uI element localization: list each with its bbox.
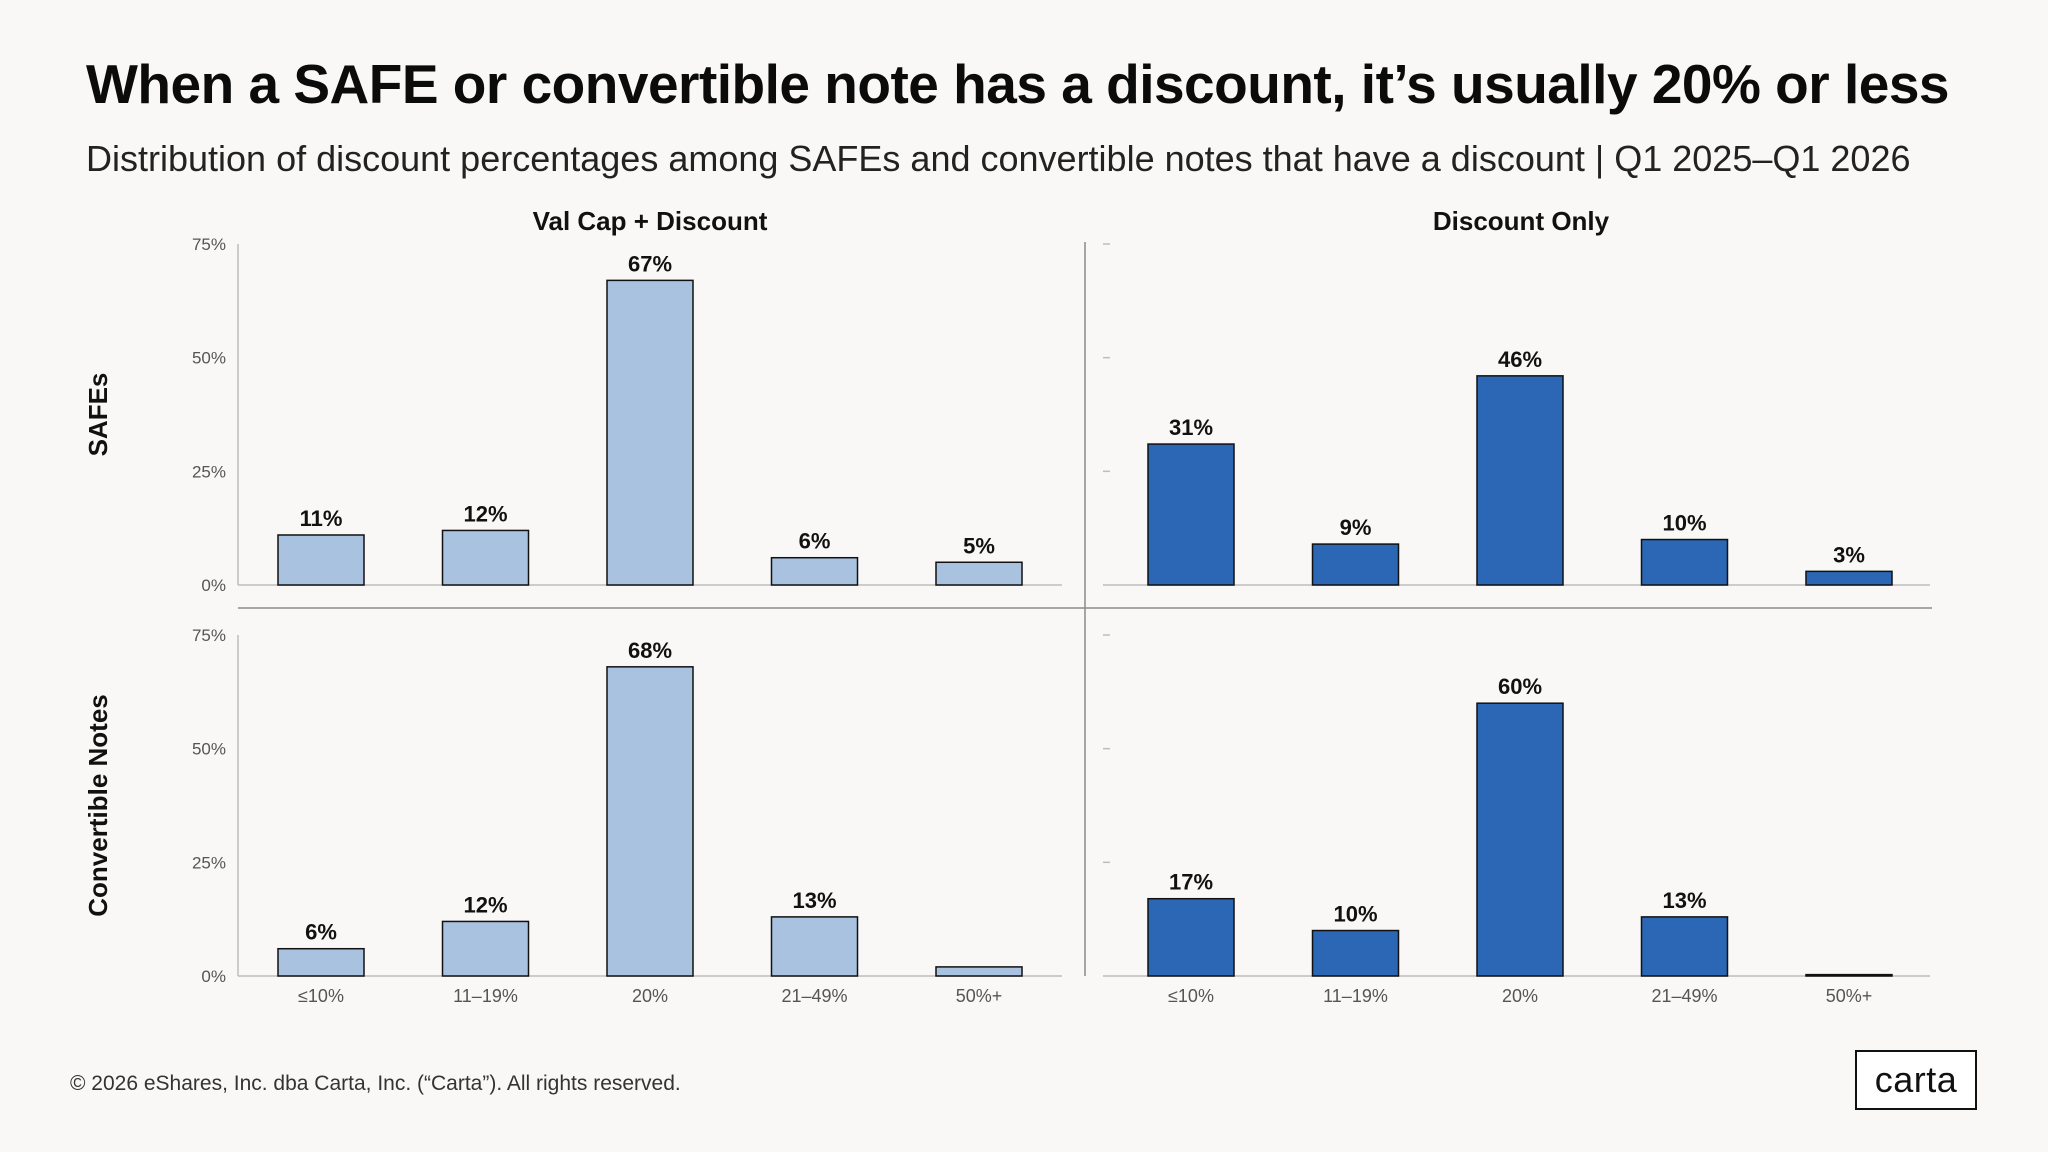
bar-safes-discount-only-3: [1640, 538, 1729, 586]
bar-safes-valcap-4: [935, 561, 1023, 586]
bar-notes-valcap-3: [770, 916, 859, 977]
bar-safes-valcap-1: [441, 529, 530, 586]
bar-safes-valcap-2: [606, 279, 694, 586]
data-label: 3%: [1833, 542, 1865, 567]
data-label: 10%: [1662, 511, 1706, 536]
bar-notes-discount-only-3: [1640, 916, 1729, 977]
bar-safes-discount-only-2: [1476, 375, 1564, 586]
x-tick-label: 50%+: [1826, 986, 1873, 1006]
y-tick-label: 0%: [201, 576, 226, 595]
bar-notes-discount-only-0: [1147, 897, 1235, 977]
x-tick-label: 11–19%: [453, 986, 518, 1006]
x-tick-label: ≤10%: [1168, 986, 1214, 1006]
x-tick-label: 21–49%: [781, 986, 847, 1006]
y-tick-label: 75%: [192, 626, 226, 645]
chart-title: When a SAFE or convertible note has a di…: [86, 53, 1950, 115]
chart-subtitle: Distribution of discount percentages amo…: [86, 138, 1911, 179]
bar-safes-discount-only-4: [1805, 570, 1893, 586]
x-tick-label: 21–49%: [1651, 986, 1717, 1006]
bar-safes-valcap-0: [277, 534, 365, 586]
carta-logo: carta: [1855, 1050, 1977, 1110]
data-label: 68%: [628, 638, 672, 663]
bar-notes-valcap-1: [441, 920, 530, 977]
data-label: 17%: [1169, 870, 1213, 895]
bar-safes-discount-only-1: [1311, 543, 1400, 586]
copyright-footer: © 2026 eShares, Inc. dba Carta, Inc. (“C…: [70, 1072, 681, 1095]
y-tick-label: 0%: [201, 967, 226, 986]
y-tick-label: 50%: [192, 740, 226, 759]
bar-notes-valcap-0: [277, 947, 365, 977]
x-tick-label: 11–19%: [1323, 986, 1388, 1006]
bar-notes-discount-only-4: [1805, 973, 1893, 977]
data-label: 60%: [1498, 674, 1542, 699]
data-label: 10%: [1333, 902, 1377, 927]
bar-safes-discount-only-0: [1147, 443, 1235, 586]
column-header-val-cap-discount: Val Cap + Discount: [533, 206, 768, 236]
data-label: 6%: [305, 920, 337, 945]
x-tick-label: 20%: [632, 986, 668, 1006]
data-label: 12%: [463, 892, 507, 917]
data-label: 31%: [1169, 415, 1213, 440]
bar-notes-discount-only-1: [1311, 929, 1400, 977]
data-label: 46%: [1498, 347, 1542, 372]
x-tick-label: 50%+: [956, 986, 1003, 1006]
data-label: 67%: [628, 251, 672, 276]
data-label: 11%: [300, 506, 343, 531]
y-tick-label: 75%: [192, 235, 226, 254]
y-tick-label: 25%: [192, 462, 226, 481]
column-header-discount-only: Discount Only: [1433, 206, 1610, 236]
row-header-safes: SAFEs: [83, 373, 113, 457]
data-label: 13%: [1662, 888, 1706, 913]
bar-notes-discount-only-2: [1476, 702, 1564, 977]
bar-notes-valcap-2: [606, 666, 694, 977]
data-label: 9%: [1340, 515, 1372, 540]
data-label: 13%: [792, 888, 836, 913]
data-label: 12%: [463, 501, 507, 526]
x-tick-label: ≤10%: [298, 986, 344, 1006]
bar-safes-valcap-3: [770, 556, 859, 586]
data-label: 5%: [963, 533, 995, 558]
bar-notes-valcap-4: [935, 966, 1023, 977]
row-header-convertible-notes: Convertible Notes: [83, 694, 113, 917]
y-tick-label: 50%: [192, 349, 226, 368]
y-tick-label: 25%: [192, 853, 226, 872]
data-label: 6%: [799, 529, 831, 554]
x-tick-label: 20%: [1502, 986, 1538, 1006]
